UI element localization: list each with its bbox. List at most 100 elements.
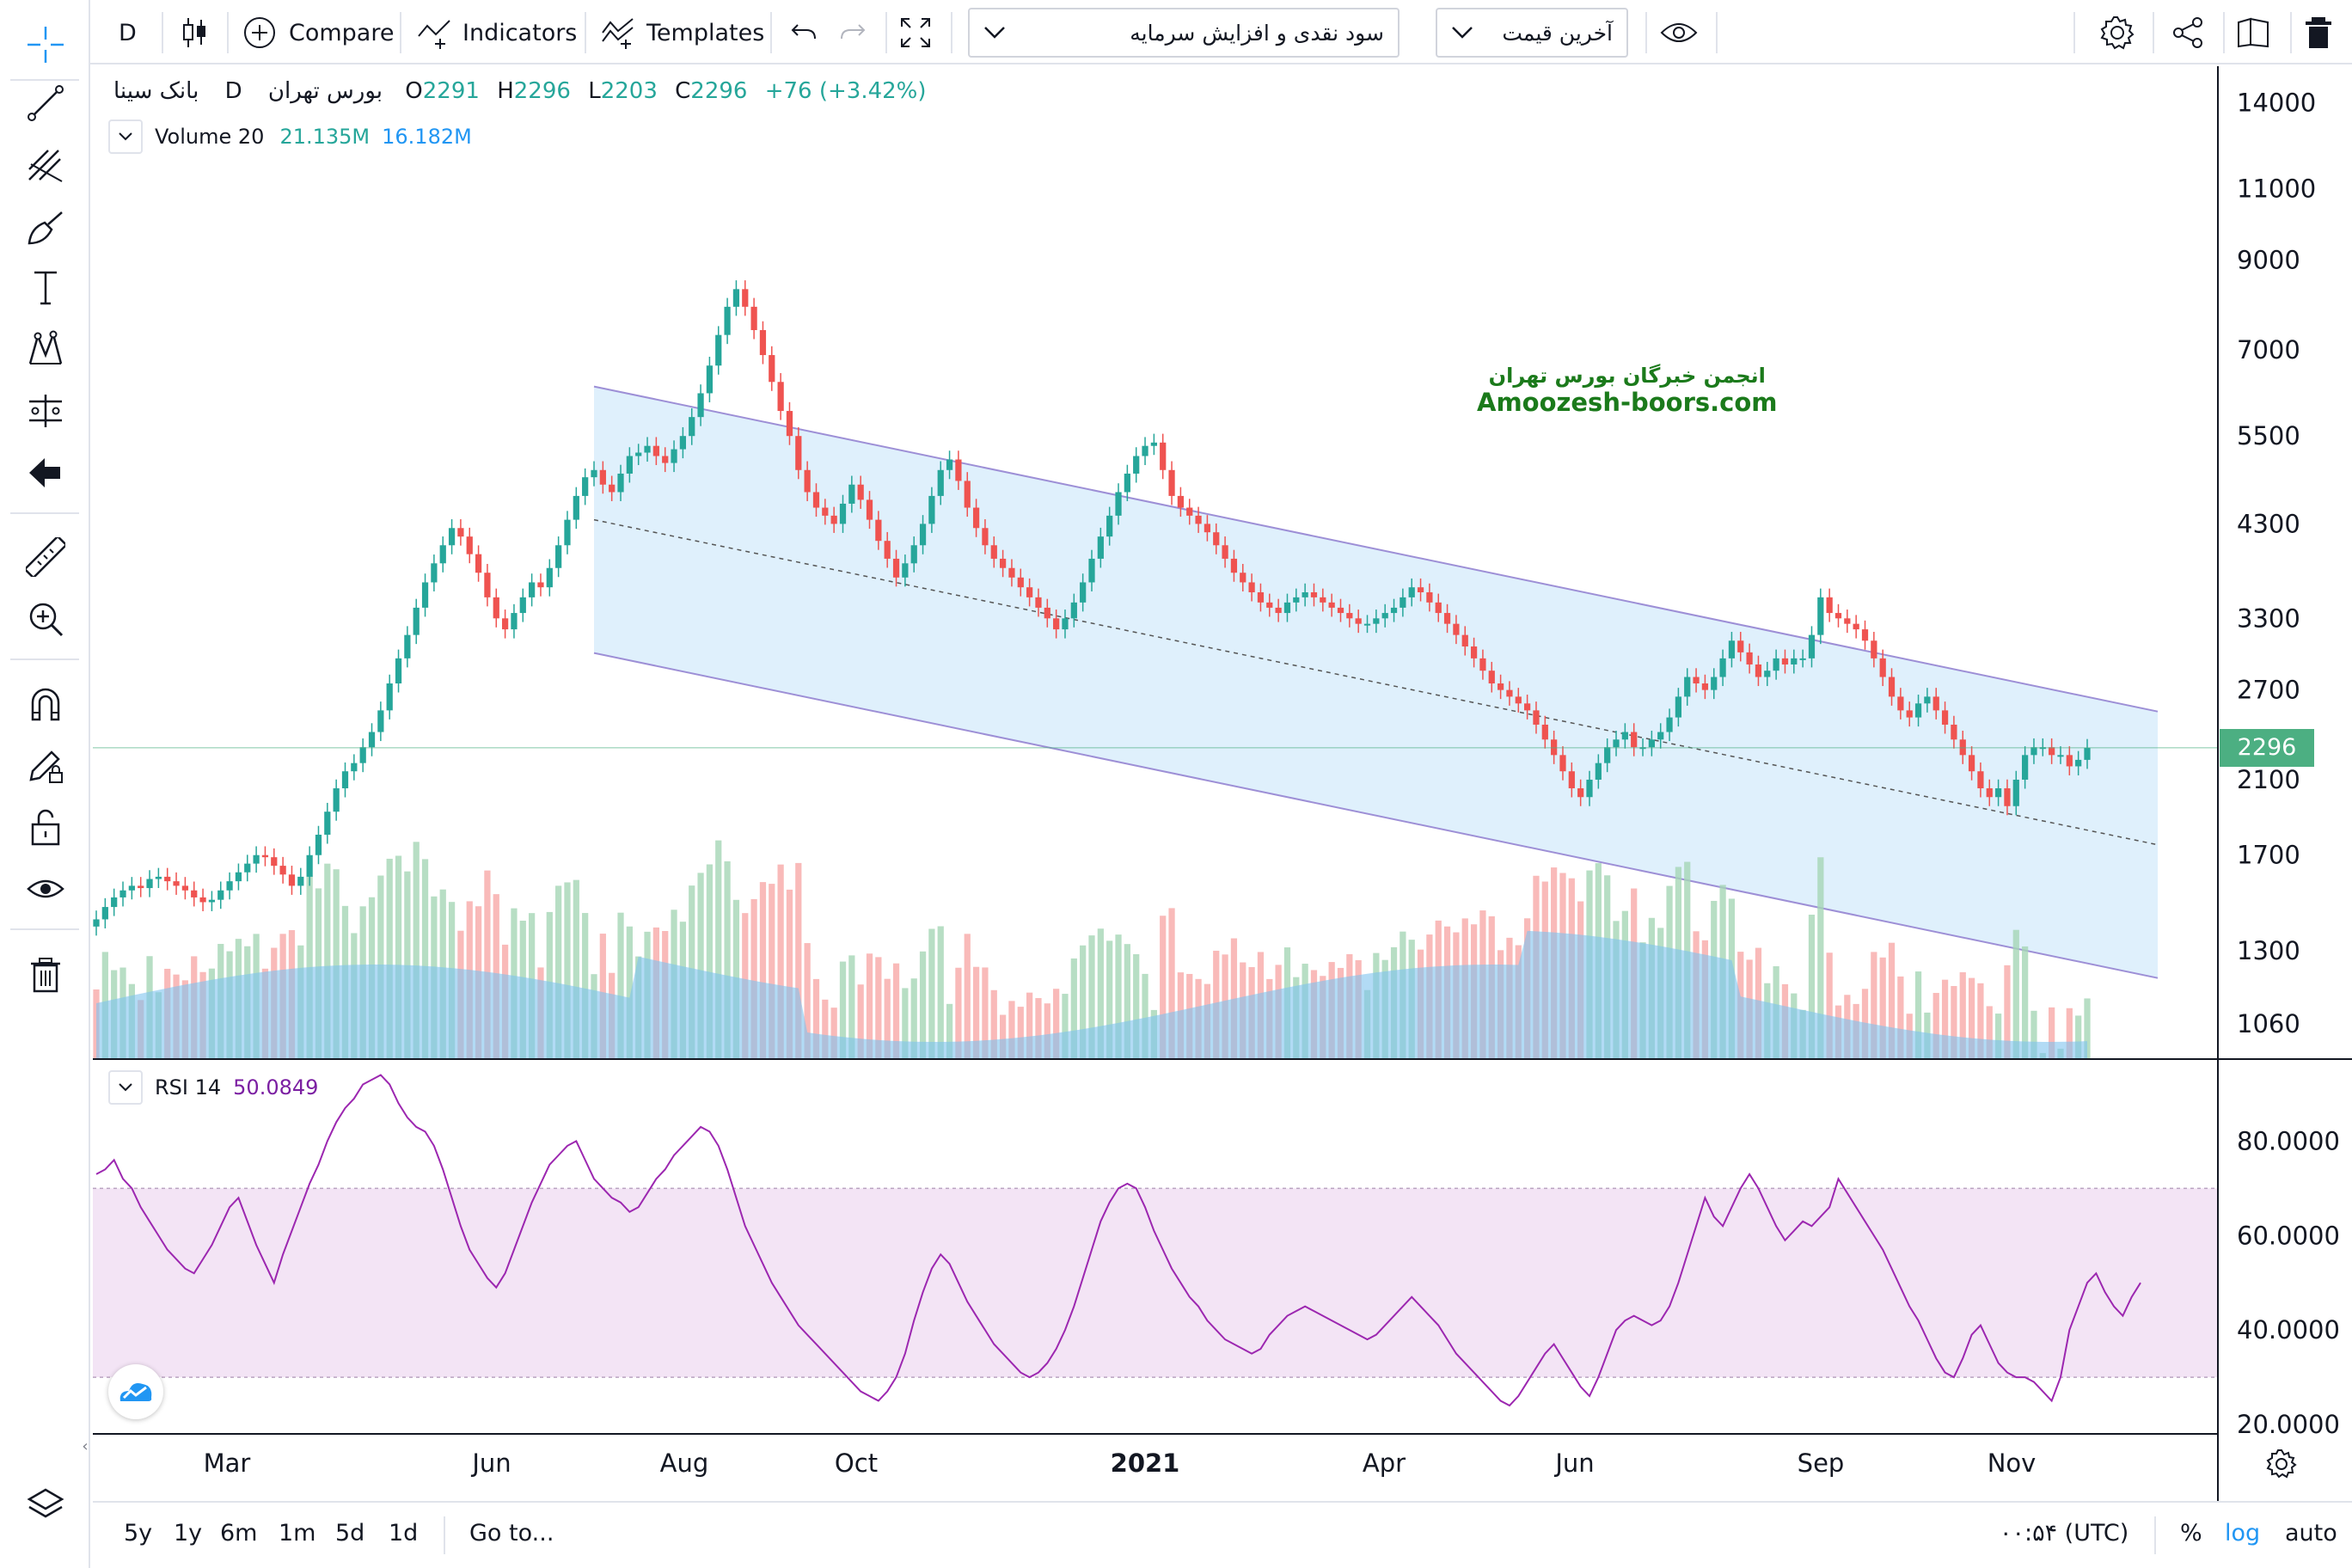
text-tool[interactable] bbox=[21, 263, 70, 311]
goto-button[interactable]: Go to... bbox=[469, 1520, 554, 1547]
candle bbox=[1310, 591, 1318, 597]
zoom-tool[interactable] bbox=[21, 595, 70, 643]
candle bbox=[689, 417, 695, 437]
candle bbox=[1417, 587, 1424, 592]
dividend-dropdown[interactable]: سود نقدی و افزایش سرمایه bbox=[968, 8, 1400, 58]
trash-button[interactable] bbox=[2304, 9, 2333, 57]
range-6m[interactable]: 6m bbox=[220, 1520, 257, 1547]
volume-bar bbox=[1977, 983, 1984, 1059]
remove-drawings-tool[interactable] bbox=[21, 951, 70, 999]
timezone-button[interactable]: ۰۰:۵۴ (UTC) bbox=[2000, 1520, 2128, 1547]
range-1y[interactable]: 1y bbox=[174, 1520, 202, 1547]
measure-tool[interactable] bbox=[21, 533, 70, 581]
candle bbox=[1577, 787, 1584, 798]
time-tick-label: Jun bbox=[470, 1449, 511, 1478]
templates-button[interactable]: Templates bbox=[600, 9, 764, 57]
percent-toggle[interactable]: % bbox=[2180, 1520, 2202, 1547]
collapse-toolbar-handle[interactable]: ‹ bbox=[82, 1436, 89, 1455]
price-source-dropdown[interactable]: آخرین قیمت bbox=[1436, 8, 1628, 58]
volume-bar bbox=[2012, 929, 2019, 1059]
volume-bar bbox=[1817, 857, 1824, 1059]
candle bbox=[155, 876, 162, 879]
range-5d[interactable]: 5d bbox=[335, 1520, 364, 1547]
crosshair-tool[interactable] bbox=[21, 21, 70, 69]
candle bbox=[1968, 755, 1975, 772]
volume-bar bbox=[875, 957, 882, 1059]
prediction-tool[interactable] bbox=[21, 387, 70, 435]
undo-button[interactable] bbox=[789, 9, 818, 57]
channel-upper-line bbox=[593, 385, 2159, 713]
candle bbox=[1213, 532, 1220, 546]
trend-line-tool[interactable] bbox=[21, 79, 70, 127]
volume-bar bbox=[1951, 985, 1957, 1059]
visibility-button[interactable] bbox=[1659, 9, 1699, 57]
candle bbox=[1853, 623, 1859, 630]
fullscreen-button[interactable] bbox=[899, 9, 932, 57]
candle bbox=[351, 763, 358, 772]
candle bbox=[2030, 747, 2037, 756]
collapse-button[interactable] bbox=[108, 1070, 143, 1105]
hide-drawings-tool[interactable] bbox=[21, 865, 70, 913]
volume-bar bbox=[1080, 945, 1087, 1059]
lock-drawing-tool[interactable] bbox=[21, 741, 70, 789]
candle bbox=[1506, 689, 1513, 697]
brush-tool[interactable] bbox=[21, 203, 70, 251]
rsi-tick-label: 20.0000 bbox=[2237, 1410, 2340, 1439]
auto-toggle[interactable]: auto bbox=[2285, 1520, 2337, 1547]
collapse-button[interactable] bbox=[108, 119, 143, 154]
volume-bar bbox=[564, 882, 571, 1059]
volume-bar bbox=[617, 912, 624, 1059]
volume-bar bbox=[1897, 976, 1904, 1059]
toolbar-divider bbox=[585, 12, 586, 53]
magnet-tool[interactable] bbox=[21, 679, 70, 727]
candle bbox=[1160, 442, 1167, 470]
indicators-label: Indicators bbox=[462, 19, 578, 46]
high-label: H bbox=[497, 78, 514, 104]
candle bbox=[93, 919, 100, 927]
clock-label: ۰۰:۵۴ (UTC) bbox=[2000, 1520, 2129, 1547]
volume-bar bbox=[1017, 1007, 1024, 1059]
interval-button[interactable]: D bbox=[119, 9, 137, 57]
tradingview-logo[interactable] bbox=[108, 1364, 163, 1419]
object-tree-tool[interactable] bbox=[21, 1480, 70, 1528]
candle bbox=[1248, 582, 1255, 592]
candle bbox=[857, 484, 864, 500]
trash-icon bbox=[31, 958, 60, 993]
toolbar-divider bbox=[951, 12, 952, 53]
share-button[interactable] bbox=[2171, 9, 2205, 57]
chart-style-button[interactable] bbox=[179, 9, 210, 57]
redo-button[interactable] bbox=[838, 9, 867, 57]
range-1y-label: 1y bbox=[174, 1520, 203, 1547]
range-1d[interactable]: 1d bbox=[389, 1520, 418, 1547]
candle bbox=[1381, 613, 1388, 619]
volume-bar bbox=[715, 840, 722, 1059]
settings-button[interactable] bbox=[2099, 9, 2135, 57]
volume-bar bbox=[333, 869, 340, 1059]
axis-settings-button[interactable] bbox=[2266, 1449, 2297, 1483]
candle bbox=[777, 382, 784, 412]
indicators-button[interactable]: Indicators bbox=[416, 9, 577, 57]
range-5y[interactable]: 5y bbox=[124, 1520, 152, 1547]
candle bbox=[1675, 696, 1682, 718]
compare-button[interactable]: Compare bbox=[242, 9, 394, 57]
time-tick-label: Jun bbox=[1553, 1449, 1594, 1478]
candle bbox=[1275, 607, 1282, 614]
rsi-label: RSI 14 bbox=[155, 1075, 222, 1099]
candle bbox=[1230, 558, 1238, 573]
snapshot-button[interactable] bbox=[2235, 9, 2271, 57]
range-1m[interactable]: 1m bbox=[279, 1520, 315, 1547]
candle bbox=[919, 524, 927, 546]
range-5d-label: 5d bbox=[335, 1520, 365, 1547]
volume-bar bbox=[777, 864, 784, 1059]
log-toggle[interactable]: log bbox=[2225, 1520, 2260, 1547]
fib-tool[interactable] bbox=[21, 141, 70, 189]
toolbar-divider bbox=[162, 12, 163, 53]
lock-all-tool[interactable] bbox=[21, 803, 70, 851]
volume-bar bbox=[857, 984, 864, 1059]
pattern-tool[interactable] bbox=[21, 325, 70, 373]
price-chart-svg[interactable]: 14000 11000 9000 7000 5500 4300 3300 2700 2100 17… bbox=[93, 66, 2352, 1501]
symbol-legend: بانک سینا D بورس تهران O2291 H2296 L2203… bbox=[113, 78, 927, 104]
back-tool[interactable] bbox=[21, 449, 70, 497]
chart-area[interactable]: 14000 11000 9000 7000 5500 4300 3300 2700 2100 17… bbox=[93, 66, 2352, 1504]
volume-bar bbox=[769, 884, 775, 1059]
